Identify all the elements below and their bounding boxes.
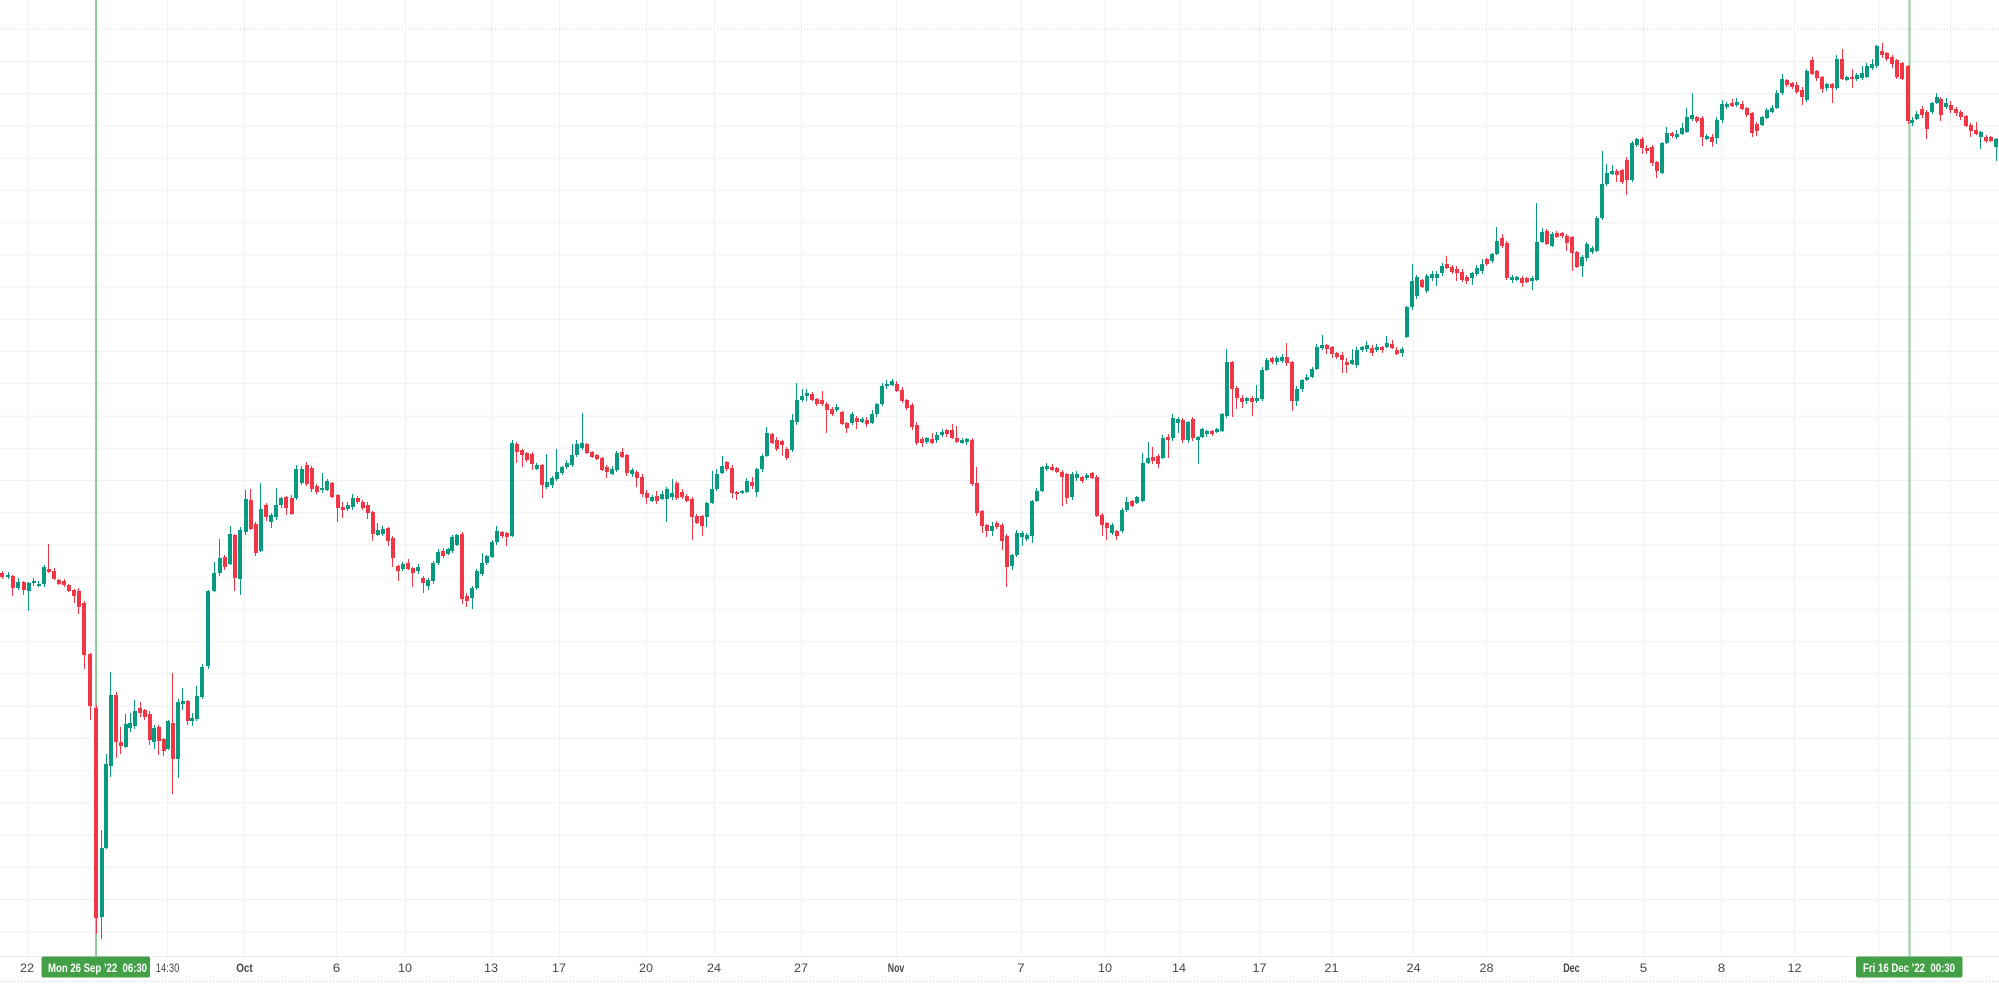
svg-text:Nov: Nov [888,963,905,975]
svg-text:Mon 26 Sep ’22 06:30: Mon 26 Sep ’22 06:30 [48,963,147,975]
svg-text:27: 27 [794,963,808,975]
svg-text:Dec: Dec [1563,963,1580,975]
svg-text:21: 21 [1325,963,1339,975]
svg-text:8: 8 [1718,963,1726,975]
svg-text:7: 7 [1017,963,1024,975]
svg-text:20: 20 [639,963,653,975]
svg-text:22: 22 [20,963,34,975]
svg-text:5: 5 [1640,963,1648,975]
svg-text:28: 28 [1480,963,1494,975]
svg-text:17: 17 [1253,963,1267,975]
svg-text:12: 12 [1788,963,1802,975]
svg-text:24: 24 [707,963,722,975]
svg-text:14:30: 14:30 [156,963,180,975]
svg-text:10: 10 [1098,963,1112,975]
svg-text:10: 10 [398,963,412,975]
svg-text:24: 24 [1407,963,1422,975]
svg-text:13: 13 [484,963,498,975]
svg-text:Fri 16 Dec ’22 00:30: Fri 16 Dec ’22 00:30 [1863,963,1955,975]
svg-text:17: 17 [552,963,566,975]
svg-text:6: 6 [333,963,341,975]
svg-text:Oct: Oct [236,963,253,975]
svg-text:14: 14 [1172,963,1187,975]
